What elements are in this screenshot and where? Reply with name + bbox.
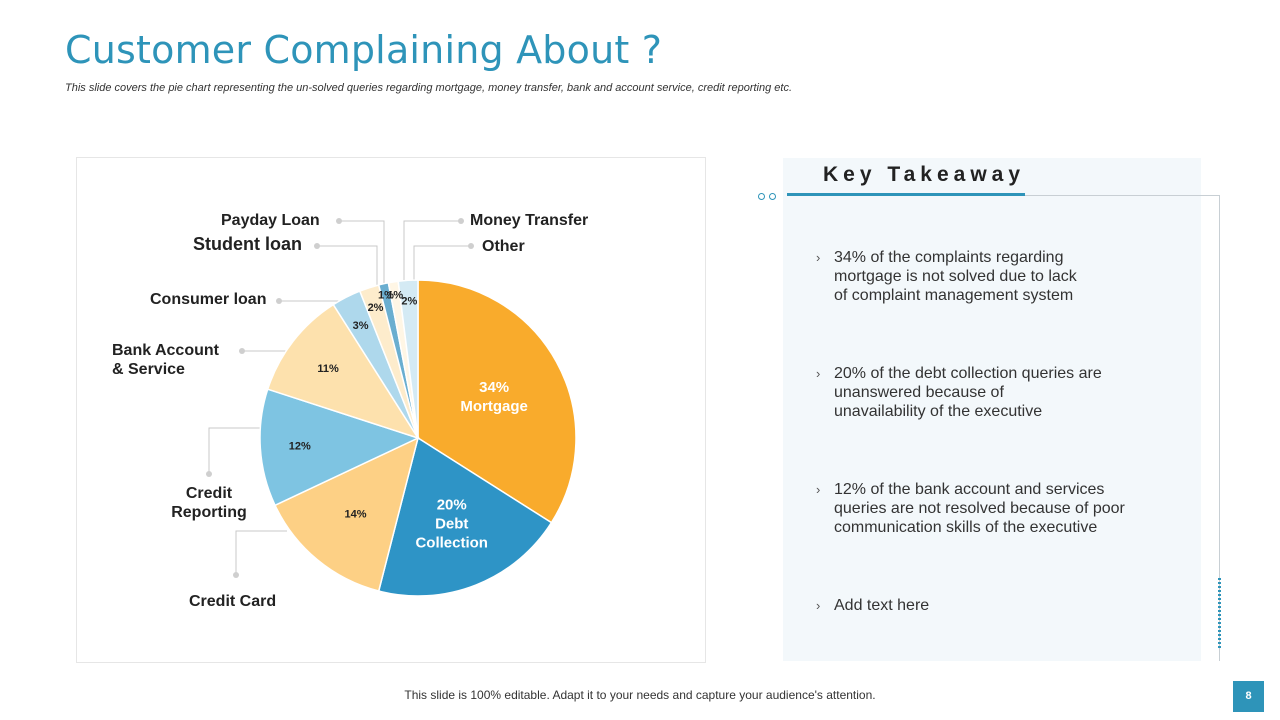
callout-credit-reporting-line2: Reporting: [171, 504, 247, 521]
bullet-chevron-icon: ›: [816, 598, 821, 613]
pie-slices: [259, 279, 577, 597]
page-subtitle: This slide covers the pie chart represen…: [65, 82, 792, 94]
callout-bank-account-line1: Bank Account: [112, 342, 219, 359]
callout-bank-account: Bank Account & Service: [112, 341, 219, 379]
callout-other: Other: [482, 238, 525, 255]
callout-bank-account-line2: & Service: [112, 361, 185, 378]
leader-dot: [468, 243, 474, 249]
pie-chart-panel: 34% Mortgage 20% Debt Collection 14% 12% 11% 3% 2…: [76, 157, 706, 663]
pie-value-label: 34%: [479, 379, 509, 396]
pie-slice-bank-account-service: [266, 303, 420, 440]
takeaway-item-line: unavailability of the executive: [834, 403, 1043, 420]
page-title: Customer Complaining About ?: [65, 28, 663, 72]
callout-credit-reporting: Credit Reporting: [169, 484, 249, 522]
pie-slice-other: [397, 279, 419, 439]
leader-dot: [314, 243, 320, 249]
pie-slice-mortgage: [417, 279, 577, 524]
key-takeaway-panel: [783, 158, 1201, 661]
leader-dot: [239, 348, 245, 354]
bullet-chevron-icon: ›: [816, 482, 821, 497]
pie-category-label: Debt: [435, 515, 468, 532]
pie-value-label: 1%: [387, 289, 403, 301]
takeaway-item: 20% of the debt collection queries are u…: [834, 364, 1174, 421]
callout-payday-loan: Payday Loan: [221, 212, 320, 229]
takeaway-item-line: 34% of the complaints regarding: [834, 249, 1064, 266]
takeaway-item-line: communication skills of the executive: [834, 519, 1098, 536]
takeaway-item-line: Add text here: [834, 597, 930, 614]
pie-value-label: 11%: [317, 363, 339, 375]
callout-credit-reporting-line1: Credit: [185, 485, 233, 502]
pie-slice-debt-collection: [377, 436, 553, 597]
takeaway-item-line: 12% of the bank account and services: [834, 481, 1105, 498]
leader-dot: [276, 298, 282, 304]
leader-dot: [206, 471, 212, 477]
takeaway-vertical-rule: [1219, 195, 1220, 661]
pie-category-label: Mortgage: [460, 398, 528, 415]
leader-line: [403, 220, 461, 286]
callout-student-loan: Student loan: [193, 234, 302, 254]
pie-value-label: 2%: [401, 296, 417, 308]
key-takeaway-title: Key Takeaway: [823, 163, 1026, 186]
pie-value-labels: 34% Mortgage 20% Debt Collection 14% 12% 11% 3% 2…: [289, 289, 528, 551]
leader-line: [317, 245, 378, 296]
key-takeaway-rule: [1025, 195, 1219, 196]
footer-note: This slide is 100% editable. Adapt it to…: [404, 688, 876, 702]
pie-slice-credit-reporting: [259, 388, 421, 507]
pie-slice-credit-card: [274, 436, 420, 592]
pie-value-label: 1%: [378, 289, 394, 301]
takeaway-item-line: 20% of the debt collection queries are: [834, 365, 1102, 382]
leader-dot: [458, 218, 464, 224]
takeaway-item: 34% of the complaints regarding mortgage…: [834, 248, 1174, 305]
takeaway-item: 12% of the bank account and services que…: [834, 480, 1174, 537]
pie-value-label: 12%: [289, 440, 311, 452]
leader-dot: [336, 218, 342, 224]
callout-leader-lines: [206, 218, 474, 578]
takeaway-item-line: unanswered because of: [834, 384, 1004, 401]
pie-value-label: 14%: [345, 508, 367, 520]
leader-line: [413, 245, 471, 282]
decorative-dot-icon: [769, 193, 776, 200]
pie-value-label: 2%: [368, 302, 384, 314]
callout-consumer-loan: Consumer loan: [150, 291, 267, 308]
callout-credit-card: Credit Card: [189, 593, 277, 610]
pie-value-label: 3%: [353, 320, 369, 332]
pie-category-label: Collection: [415, 534, 488, 551]
key-takeaway-underline: [787, 193, 1025, 196]
page-number: 8: [1233, 681, 1264, 712]
leader-line: [235, 530, 287, 575]
leader-line: [208, 427, 263, 474]
bullet-chevron-icon: ›: [816, 250, 821, 265]
bullet-chevron-icon: ›: [816, 366, 821, 381]
leader-dot: [233, 572, 239, 578]
takeaway-item-line: mortgage is not solved due to lack: [834, 268, 1077, 285]
pie-value-label: 20%: [437, 496, 467, 513]
decorative-dot-icon: [758, 193, 765, 200]
takeaway-item: Add text here: [834, 596, 1174, 615]
takeaway-scroll-accent: [1218, 578, 1221, 648]
takeaway-item-line: of complaint management system: [834, 287, 1074, 304]
leader-line: [339, 220, 385, 288]
takeaway-item-line: queries are not resolved because of poor: [834, 500, 1125, 517]
callout-money-transfer: Money Transfer: [470, 212, 589, 229]
pie-chart: 34% Mortgage 20% Debt Collection 14% 12% 11% 3% 2…: [206, 218, 577, 597]
